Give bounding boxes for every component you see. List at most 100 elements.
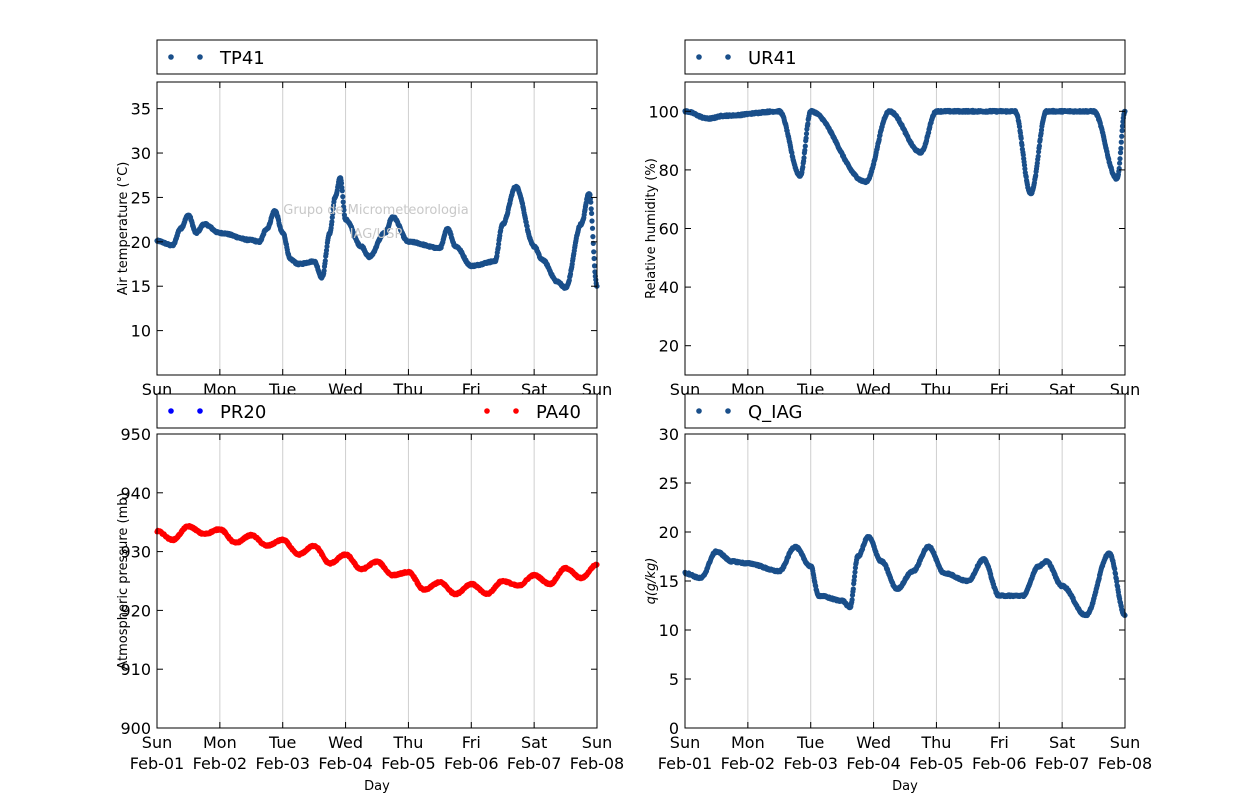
x-tick-label: Feb-06 xyxy=(444,754,498,773)
legend-marker xyxy=(484,408,490,414)
x-tick-label: Wed xyxy=(856,733,891,752)
x-tick-label: Thu xyxy=(392,733,423,752)
data-point xyxy=(851,573,858,580)
y-axis-label: Atmospheric pressure (mb) xyxy=(116,492,131,669)
data-point xyxy=(1119,128,1125,134)
data-point xyxy=(803,131,810,137)
data-point xyxy=(1118,139,1124,145)
data-point xyxy=(592,269,598,275)
y-tick-label: 100 xyxy=(648,102,679,121)
y-tick-label: 910 xyxy=(120,660,151,679)
x-tick-label: Tue xyxy=(796,733,824,752)
x-tick-label: Feb-01 xyxy=(658,754,712,773)
data-point xyxy=(1022,166,1028,172)
x-tick-label: Feb-07 xyxy=(1035,754,1089,773)
data-point xyxy=(802,143,808,149)
x-tick-label: Wed xyxy=(328,733,363,752)
series-TP41 xyxy=(154,175,600,291)
data-point xyxy=(802,147,808,153)
data-point xyxy=(496,241,502,247)
x-tick-label: Sun xyxy=(582,733,612,752)
data-point xyxy=(324,243,330,250)
x-tick-label: Feb-04 xyxy=(846,754,900,773)
data-point xyxy=(1119,133,1125,139)
legend-label: PA40 xyxy=(536,402,581,423)
x-tick-label: Feb-02 xyxy=(193,754,247,773)
x-tick-label: Feb-08 xyxy=(570,754,624,773)
y-tick-label: 25 xyxy=(659,474,679,493)
data-point xyxy=(323,247,330,253)
data-point xyxy=(589,225,596,231)
y-tick-label: 950 xyxy=(120,425,151,444)
y-tick-label: 10 xyxy=(659,621,679,640)
x-tick-label: Fri xyxy=(462,733,481,752)
series-Q_IAG xyxy=(682,534,1128,619)
legend-box xyxy=(684,39,1126,75)
y-tick-label: 25 xyxy=(131,188,151,207)
legend: UR41 xyxy=(684,39,1126,75)
legend: PR20 PA40 xyxy=(156,393,598,429)
data-point xyxy=(1019,142,1025,148)
x-tick-label: Feb-06 xyxy=(972,754,1026,773)
series-UR41 xyxy=(682,107,1128,197)
data-point xyxy=(801,155,807,161)
y-tick-label: 20 xyxy=(659,523,679,542)
x-tick-label: Feb-08 xyxy=(1098,754,1152,773)
watermark-line: Grupo de Micrometeorologia xyxy=(283,203,469,218)
data-point xyxy=(341,207,347,213)
data-point xyxy=(589,210,595,216)
legend: Q_IAG xyxy=(684,393,1126,429)
y-tick-label: 20 xyxy=(131,233,151,252)
y-axis-label: Relative humidity (%) xyxy=(644,158,659,299)
data-point xyxy=(1117,160,1123,166)
x-tick-label: Feb-01 xyxy=(130,754,184,773)
data-point xyxy=(1016,124,1023,130)
y-tick-label: 15 xyxy=(659,572,679,591)
data-point xyxy=(1037,136,1043,143)
legend-marker xyxy=(696,408,702,414)
data-point xyxy=(588,206,594,212)
data-point xyxy=(1035,153,1041,159)
data-point xyxy=(1117,150,1124,156)
data-point xyxy=(340,194,346,200)
x-tick-label: Mon xyxy=(731,733,765,752)
y-axis-label: Air temperature (°C) xyxy=(116,162,131,296)
x-tick-label: Feb-03 xyxy=(255,754,309,773)
data-point xyxy=(1018,135,1024,141)
legend-marker xyxy=(696,54,702,60)
data-point xyxy=(591,249,597,255)
data-point xyxy=(587,192,593,198)
data-point xyxy=(590,234,596,240)
data-point xyxy=(329,219,335,225)
legend-box xyxy=(156,393,598,429)
legend: TP41 xyxy=(156,39,598,75)
legend-marker xyxy=(168,408,174,414)
x-tick-label: Mon xyxy=(203,733,237,752)
x-axis-label: Day xyxy=(892,779,918,794)
data-point xyxy=(1117,156,1123,162)
y-tick-label: 60 xyxy=(659,220,679,239)
data-point xyxy=(322,258,328,264)
y-tick-label: 30 xyxy=(659,425,679,444)
legend-marker xyxy=(168,54,174,60)
chart-3: 900 910 920 930 940 950 Sun Feb-01 Mon Feb-02 Tue F… xyxy=(116,393,624,794)
legend-label: PR20 xyxy=(220,402,266,423)
y-axis-label: q(g/kg) xyxy=(644,558,659,605)
x-tick-label: Feb-05 xyxy=(909,754,963,773)
y-tick-label: 80 xyxy=(659,161,679,180)
data-point xyxy=(338,180,345,186)
data-point xyxy=(1118,145,1124,151)
legend-label: Q_IAG xyxy=(748,402,802,423)
x-tick-label: Feb-02 xyxy=(721,754,775,773)
series-PA40 xyxy=(154,523,600,598)
x-tick-label: Sun xyxy=(142,733,172,752)
x-tick-label: Sat xyxy=(521,733,547,752)
legend-marker xyxy=(197,408,203,414)
legend-marker xyxy=(197,54,203,60)
y-tick-label: 930 xyxy=(120,543,151,562)
x-tick-label: Feb-03 xyxy=(783,754,837,773)
data-point xyxy=(850,586,856,592)
y-tick-label: 10 xyxy=(131,322,151,341)
